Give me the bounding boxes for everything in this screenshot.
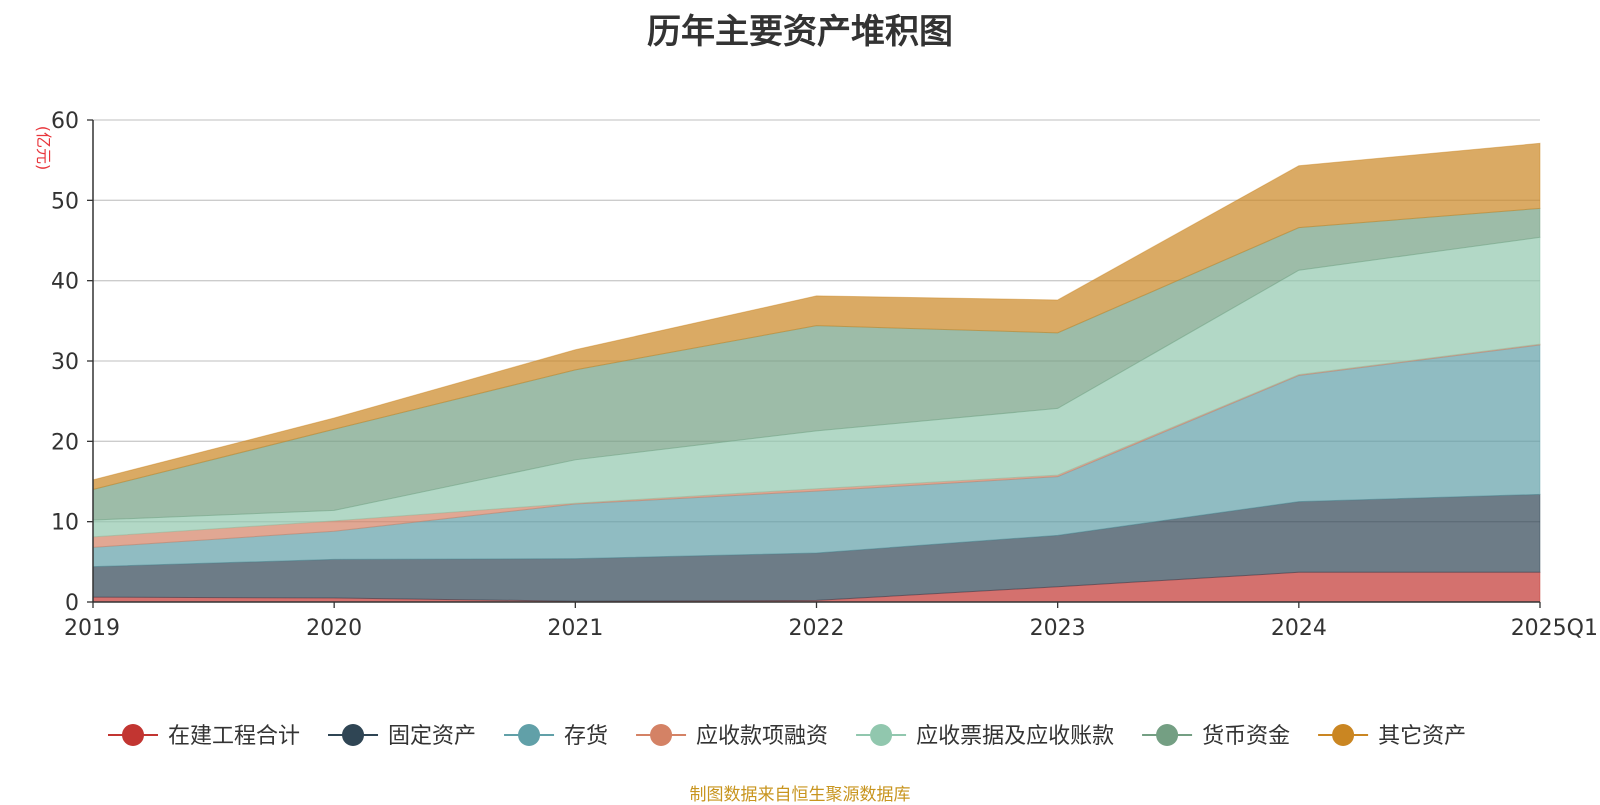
area-series-7 bbox=[92, 142, 1541, 491]
area-series-6 bbox=[92, 207, 1541, 521]
legend-item-6[interactable]: 货币资金 bbox=[1142, 724, 1290, 749]
x-tick-label: 2022 bbox=[789, 616, 845, 641]
legend-marker bbox=[518, 724, 541, 746]
x-tick-label: 2019 bbox=[64, 616, 120, 641]
area-series bbox=[92, 142, 1541, 603]
legend-label: 在建工程合计 bbox=[168, 724, 300, 749]
axes: 0 10 20 30 40 50 60 2019 2020 2021 2022 2023 2024 202… bbox=[51, 109, 1598, 641]
legend-item-5[interactable]: 应收票据及应收账款 bbox=[856, 724, 1114, 749]
data-source-note: 制图数据来自恒生聚源数据库 bbox=[689, 785, 911, 805]
legend-marker bbox=[870, 724, 893, 746]
y-tick-label: 30 bbox=[51, 350, 79, 375]
legend-item-4[interactable]: 应收款项融资 bbox=[636, 724, 828, 749]
legend-item-7[interactable]: 其它资产 bbox=[1318, 724, 1466, 749]
legend-item-2[interactable]: 固定资产 bbox=[328, 724, 476, 749]
y-tick-label: 10 bbox=[51, 511, 79, 536]
legend-marker bbox=[122, 724, 144, 746]
x-tick-label: 2020 bbox=[306, 616, 362, 641]
x-tick-label: 2021 bbox=[547, 616, 603, 641]
area-series-2 bbox=[92, 493, 1541, 602]
legend-item-3[interactable]: 存货 bbox=[504, 724, 608, 749]
y-tick-label: 20 bbox=[51, 430, 79, 455]
legend-marker bbox=[650, 724, 673, 746]
legend-label: 货币资金 bbox=[1202, 724, 1290, 749]
legend[interactable]: 在建工程合计 固定资产 存货 应收款项融资 应收票据及应收账款 货币资金 其它资产 bbox=[108, 724, 1466, 749]
legend-label: 应收票据及应收账款 bbox=[916, 724, 1114, 749]
legend-marker bbox=[1332, 724, 1355, 746]
y-tick-label: 40 bbox=[51, 270, 79, 295]
legend-label: 其它资产 bbox=[1378, 724, 1466, 749]
legend-label: 应收款项融资 bbox=[696, 724, 828, 749]
y-tick-label: 60 bbox=[51, 109, 79, 134]
legend-label: 存货 bbox=[564, 724, 608, 749]
legend-marker bbox=[342, 724, 365, 746]
y-tick-label: 0 bbox=[65, 591, 79, 616]
y-tick-label: 50 bbox=[51, 189, 79, 214]
legend-label: 固定资产 bbox=[388, 724, 476, 749]
y-axis-unit-label: (亿元) bbox=[34, 126, 53, 171]
legend-item-1[interactable]: 在建工程合计 bbox=[108, 724, 300, 749]
x-tick-label: 2025Q1 bbox=[1511, 616, 1598, 641]
x-tick-label: 2024 bbox=[1271, 616, 1327, 641]
legend-marker bbox=[1156, 724, 1179, 746]
chart-title: 历年主要资产堆积图 bbox=[647, 12, 953, 52]
x-tick-label: 2023 bbox=[1030, 616, 1086, 641]
